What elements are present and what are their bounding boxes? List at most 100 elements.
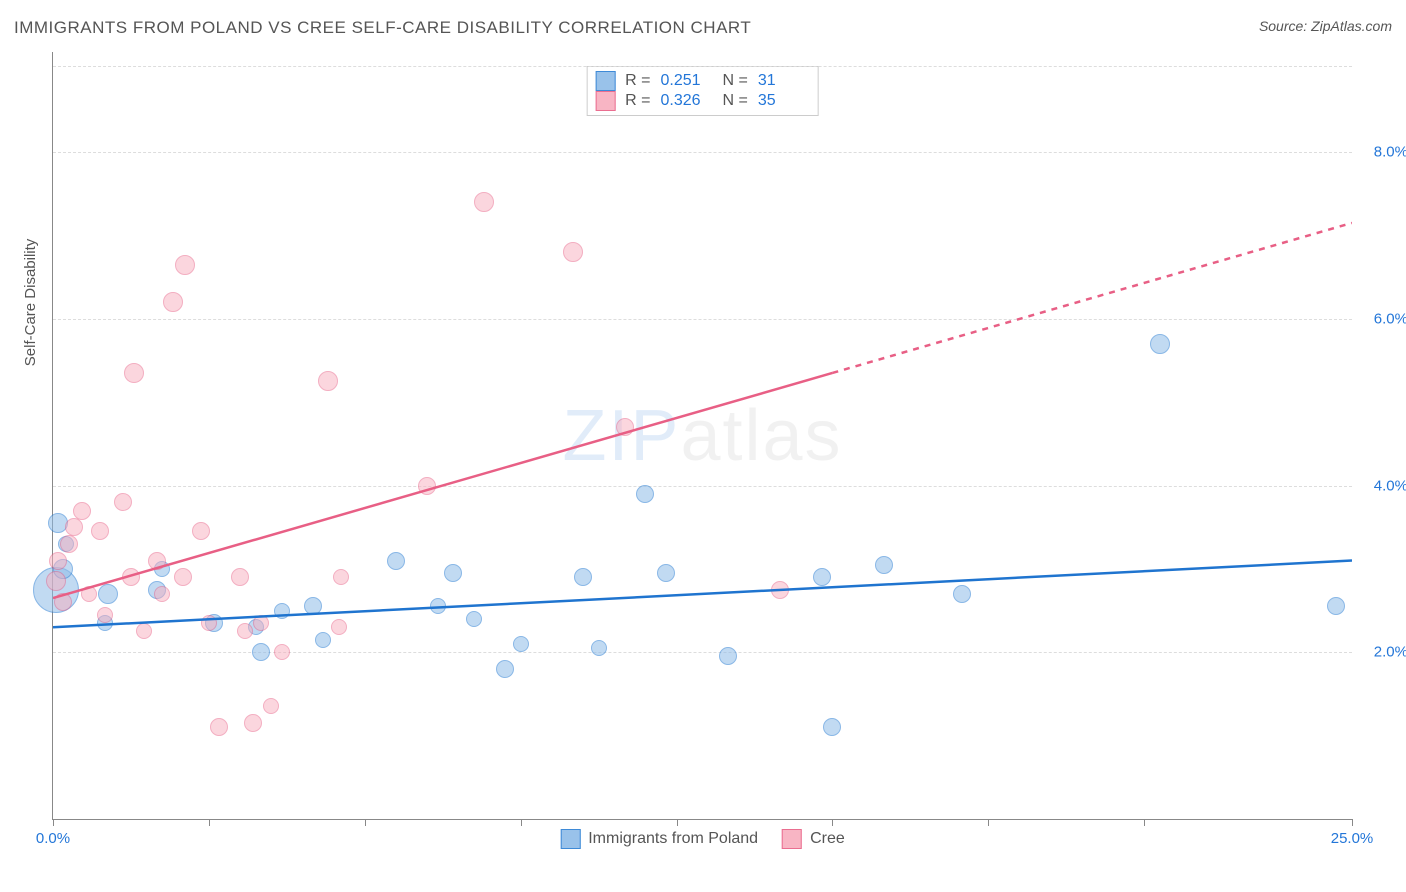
scatter-point-cree [244,714,262,732]
legend-r-label: R = [625,92,650,110]
scatter-point-poland [813,568,831,586]
scatter-point-poland [1327,597,1345,615]
watermark-atlas: atlas [680,396,842,476]
scatter-point-cree [771,581,789,599]
x-tick [53,819,54,826]
scatter-point-poland [591,640,607,656]
source-label: Source: ZipAtlas.com [1259,18,1392,34]
legend-n-label: N = [723,92,748,110]
gridline-h [53,319,1352,320]
scatter-point-poland [274,603,290,619]
legend-stats-row: R = 0.326 N = 35 [595,91,810,111]
legend-r-label: R = [625,72,650,90]
x-tick-label: 0.0% [36,830,70,847]
plot-area: ZIPatlas R = 0.251 N = 31 R = 0.326 N = … [52,52,1352,820]
scatter-point-poland [823,718,841,736]
scatter-point-cree [175,255,195,275]
legend-n-label: N = [723,72,748,90]
legend-n-value-cree: 35 [758,92,810,110]
scatter-point-poland [657,564,675,582]
scatter-point-poland [496,660,514,678]
scatter-point-poland [387,552,405,570]
scatter-point-cree [97,607,113,623]
scatter-point-poland [953,585,971,603]
scatter-point-cree [563,242,583,262]
y-tick-label: 2.0% [1358,644,1406,661]
scatter-point-poland [1150,334,1170,354]
scatter-point-poland [98,584,118,604]
scatter-point-cree [174,568,192,586]
x-tick [521,819,522,826]
y-tick-label: 6.0% [1358,310,1406,327]
legend-r-value-cree: 0.326 [661,92,713,110]
scatter-point-cree [210,718,228,736]
gridline-h [53,152,1352,153]
gridline-h [53,66,1352,67]
y-axis-label: Self-Care Disability [22,239,39,367]
scatter-point-cree [114,493,132,511]
scatter-point-cree [163,292,183,312]
scatter-point-cree [81,586,97,602]
scatter-point-poland [466,611,482,627]
scatter-point-cree [237,623,253,639]
scatter-point-cree [154,586,170,602]
scatter-point-poland [875,556,893,574]
y-tick-label: 8.0% [1358,144,1406,161]
scatter-point-poland [513,636,529,652]
legend-r-value-poland: 0.251 [661,72,713,90]
scatter-point-cree [73,502,91,520]
scatter-point-poland [304,597,322,615]
x-tick [832,819,833,826]
x-tick [365,819,366,826]
scatter-point-cree [136,623,152,639]
scatter-point-cree [46,571,66,591]
scatter-point-cree [263,698,279,714]
scatter-point-cree [418,477,436,495]
legend-swatch-cree [782,829,802,849]
scatter-point-poland [252,643,270,661]
x-tick [1144,819,1145,826]
legend-stats: R = 0.251 N = 31 R = 0.326 N = 35 [586,66,819,116]
trendline-poland [53,561,1352,628]
legend-item-poland: Immigrants from Poland [560,829,758,849]
scatter-point-cree [474,192,494,212]
x-tick-label: 25.0% [1331,830,1374,847]
scatter-point-poland [315,632,331,648]
scatter-point-cree [231,568,249,586]
chart-title: IMMIGRANTS FROM POLAND VS CREE SELF-CARE… [14,18,751,38]
scatter-point-cree [91,522,109,540]
scatter-point-cree [253,615,269,631]
legend-item-cree: Cree [782,829,845,849]
watermark: ZIPatlas [562,395,842,477]
scatter-point-cree [124,363,144,383]
scatter-point-cree [616,418,634,436]
x-tick [209,819,210,826]
scatter-point-cree [49,552,67,570]
legend-swatch-poland [595,71,615,91]
scatter-point-poland [719,647,737,665]
x-tick [1352,819,1353,826]
scatter-point-cree [274,644,290,660]
scatter-point-poland [636,485,654,503]
scatter-point-cree [331,619,347,635]
scatter-point-cree [201,615,217,631]
x-tick [677,819,678,826]
legend-stats-row: R = 0.251 N = 31 [595,71,810,91]
scatter-point-cree [60,535,78,553]
scatter-point-cree [122,568,140,586]
legend-swatch-cree [595,91,615,111]
legend-label-poland: Immigrants from Poland [588,830,758,848]
trendline-cree-extrapolated [832,223,1352,373]
scatter-point-cree [148,552,166,570]
legend-label-cree: Cree [810,830,845,848]
gridline-h [53,652,1352,653]
scatter-point-cree [333,569,349,585]
scatter-point-poland [430,598,446,614]
gridline-h [53,486,1352,487]
scatter-point-cree [54,593,72,611]
y-tick-label: 4.0% [1358,477,1406,494]
legend-n-value-poland: 31 [758,72,810,90]
scatter-point-cree [192,522,210,540]
scatter-point-cree [318,371,338,391]
scatter-point-poland [444,564,462,582]
